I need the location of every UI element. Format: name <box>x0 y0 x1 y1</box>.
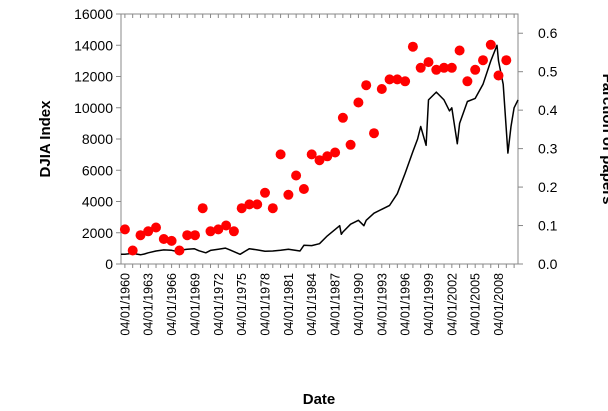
fraction-point <box>314 155 325 166</box>
x-tick-label: 04/01/1984 <box>305 273 319 336</box>
left-y-tick-label: 12000 <box>74 69 113 85</box>
fraction-point <box>470 64 481 75</box>
fraction-point <box>158 234 169 244</box>
x-tick-label: 04/01/1975 <box>235 273 249 336</box>
left-y-tick-label: 4000 <box>82 194 113 210</box>
fraction-point <box>275 149 286 160</box>
fraction-point <box>221 220 232 231</box>
x-tick-label: 04/01/1966 <box>165 273 179 336</box>
right-y-tick-label: 0.3 <box>538 141 558 157</box>
fraction-point <box>197 203 208 214</box>
x-tick-label: 04/01/1963 <box>142 273 156 336</box>
right-y-tick-label: 0.1 <box>538 218 558 234</box>
fraction-point <box>337 112 348 123</box>
fraction-point <box>213 224 224 235</box>
left-y-tick-label: 2000 <box>82 225 113 241</box>
x-tick-label: 04/01/1972 <box>212 273 226 336</box>
x-axis-title: Date <box>303 391 336 408</box>
fraction-point <box>353 97 364 108</box>
left-y-tick-label: 16000 <box>74 6 113 22</box>
fraction-point <box>291 170 302 181</box>
fraction-point <box>135 230 146 241</box>
x-tick-label: 04/01/2005 <box>469 273 483 336</box>
x-tick-label: 04/01/1978 <box>259 273 273 336</box>
x-tick-label: 04/01/1999 <box>422 273 436 336</box>
fraction-point <box>423 57 434 68</box>
fraction-point <box>182 230 193 241</box>
left-y-tick-label: 8000 <box>82 131 113 147</box>
fraction-point <box>407 41 418 52</box>
fraction-point <box>174 245 185 256</box>
fraction-point <box>283 189 294 200</box>
fraction-point <box>345 139 356 150</box>
fraction-point <box>392 74 403 85</box>
fraction-point <box>151 222 161 233</box>
fraction-point <box>431 64 442 75</box>
right-y-tick-label: 0.2 <box>538 179 558 195</box>
fraction-point <box>501 55 512 66</box>
fraction-point <box>322 151 333 162</box>
right-y-axis: 0.0 0.1 0.2 0.3 0.4 0.5 0.6 <box>518 25 558 272</box>
fraction-point <box>298 184 309 194</box>
fraction-point <box>166 235 177 246</box>
fraction-point <box>306 149 317 160</box>
fraction-point <box>478 55 488 66</box>
fraction-point <box>462 76 473 87</box>
x-tick-label: 04/01/1960 <box>118 273 132 336</box>
djia-line <box>120 44 519 256</box>
right-y-tick-label: 0.0 <box>538 256 558 272</box>
fraction-point <box>267 203 278 214</box>
x-tick-label: 04/01/1993 <box>375 273 389 336</box>
fraction-point <box>228 226 239 237</box>
left-axis-title: DJIA Index <box>37 100 54 178</box>
fraction-point <box>493 70 504 81</box>
x-tick-label: 04/01/2008 <box>492 273 506 336</box>
fraction-point <box>485 39 496 50</box>
djia-line-series <box>120 44 519 256</box>
fraction-point <box>376 84 387 94</box>
fraction-point <box>143 226 154 237</box>
right-y-tick-label: 0.5 <box>538 64 558 80</box>
fraction-point <box>384 74 395 85</box>
left-y-tick-label: 14000 <box>74 37 113 53</box>
x-tick-label: 04/01/1969 <box>188 273 202 336</box>
left-y-tick-label: 6000 <box>82 162 113 178</box>
x-tick-label: 04/01/1987 <box>329 273 343 336</box>
fraction-point <box>369 128 379 139</box>
fraction-point <box>446 62 457 73</box>
fraction-point <box>400 76 411 87</box>
right-y-tick-label: 0.6 <box>538 25 558 41</box>
fraction-point <box>330 147 341 158</box>
fraction-point <box>190 230 200 241</box>
fraction-point <box>236 203 247 214</box>
fraction-point <box>361 80 372 91</box>
fraction-point <box>127 245 138 256</box>
right-y-tick-label: 0.4 <box>538 102 558 118</box>
left-y-tick-label: 0 <box>105 256 113 272</box>
right-axis-title: Farction of papers <box>599 74 608 205</box>
left-y-axis: 0 2000 4000 6000 8000 10000 12000 14000 16000 <box>74 6 121 272</box>
fraction-point <box>415 62 426 73</box>
fraction-point <box>454 45 465 56</box>
x-tick-label: 04/01/1990 <box>352 273 366 336</box>
fraction-point <box>205 226 216 237</box>
x-axis: 04/01/1960 04/01/1963 04/01/1966 04/01/1969… <box>118 14 515 336</box>
fraction-point <box>252 199 263 210</box>
x-tick-label: 04/01/2002 <box>445 273 459 336</box>
fraction-point <box>119 224 130 235</box>
fraction-scatter-series <box>119 39 512 256</box>
fraction-point <box>244 199 255 210</box>
fraction-point <box>260 187 270 198</box>
fraction-point <box>439 62 449 73</box>
x-tick-label: 04/01/1996 <box>399 273 413 336</box>
x-tick-label: 04/01/1981 <box>282 273 296 336</box>
left-y-tick-label: 10000 <box>74 100 113 116</box>
